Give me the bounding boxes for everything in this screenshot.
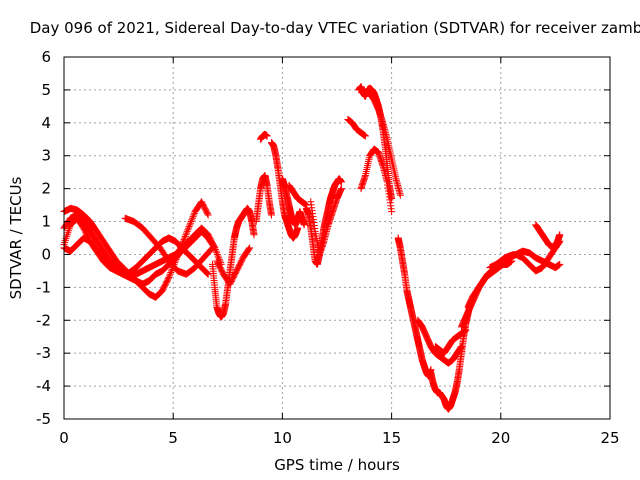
data-point <box>245 245 253 253</box>
data-point <box>182 231 190 239</box>
series-track-s <box>394 234 435 380</box>
data-point <box>190 211 198 219</box>
series-track-d <box>60 234 212 278</box>
y-axis-label: SDTVAR / TECUs <box>7 176 25 299</box>
y-tick-label: -3 <box>36 344 51 362</box>
data-point <box>267 211 275 219</box>
x-axis-label: GPS time / hours <box>274 456 400 474</box>
series-track-g <box>213 244 254 288</box>
data-point <box>213 249 221 257</box>
data-point <box>300 221 308 229</box>
data-points <box>60 83 564 413</box>
data-point <box>165 272 173 280</box>
data-point <box>203 269 211 277</box>
data-point <box>388 208 396 216</box>
x-tick-label: 25 <box>600 429 619 447</box>
y-tick-label: 0 <box>41 245 51 263</box>
series-track-l <box>285 181 310 209</box>
data-point <box>184 224 192 232</box>
series-track-j <box>267 139 302 242</box>
data-point <box>204 270 212 278</box>
x-tick-label: 15 <box>382 429 401 447</box>
data-point <box>209 244 217 252</box>
data-point <box>187 218 195 226</box>
series-track-h <box>252 171 275 226</box>
y-tick-label: 2 <box>41 180 51 198</box>
y-tick-label: 3 <box>41 147 51 165</box>
data-point <box>167 267 175 275</box>
data-point <box>165 273 173 281</box>
data-point <box>166 270 174 278</box>
data-point <box>184 226 192 234</box>
y-tick-label: -4 <box>36 377 51 395</box>
data-point <box>167 269 175 277</box>
axis-ticks: 0 5 10 15 20 25 -5 -4 -3 -2 -1 0 1 2 3 4 5 6 <box>36 48 620 447</box>
data-point <box>189 213 197 221</box>
series-track-e <box>121 214 217 278</box>
data-point <box>185 222 193 230</box>
chart-title: Day 096 of 2021, Sidereal Day-to-day VTE… <box>30 19 640 37</box>
data-point <box>208 245 216 253</box>
y-tick-label: -5 <box>36 410 51 428</box>
data-point <box>212 247 220 255</box>
data-point <box>164 275 172 283</box>
data-point <box>180 236 188 244</box>
series-track-a <box>60 198 212 301</box>
data-point <box>215 254 223 262</box>
grid-lines <box>64 57 610 419</box>
data-point <box>246 244 254 252</box>
data-point <box>183 227 191 235</box>
data-point <box>396 191 404 199</box>
data-point <box>186 219 194 227</box>
data-point <box>203 270 211 278</box>
y-tick-label: 6 <box>41 48 51 66</box>
x-tick-label: 5 <box>168 429 178 447</box>
series-track-k <box>278 175 308 229</box>
data-point <box>181 232 189 240</box>
y-tick-label: -2 <box>36 311 51 329</box>
y-tick-label: 5 <box>41 81 51 99</box>
data-point <box>263 132 271 140</box>
series-track-o <box>344 116 369 140</box>
data-point <box>186 221 194 229</box>
series-track-f <box>209 204 258 321</box>
data-point <box>188 214 196 222</box>
data-point <box>183 229 191 237</box>
y-tick-label: 4 <box>41 114 51 132</box>
x-tick-label: 10 <box>273 429 292 447</box>
data-point <box>250 231 258 239</box>
data-point <box>214 252 222 260</box>
y-tick-label: -1 <box>36 278 51 296</box>
data-point <box>204 211 212 219</box>
data-point <box>181 234 189 242</box>
data-point <box>213 250 221 258</box>
x-tick-label: 0 <box>59 429 69 447</box>
data-point <box>203 210 211 218</box>
plot-frame <box>63 56 611 420</box>
y-tick-label: 1 <box>41 213 51 231</box>
x-tick-label: 20 <box>491 429 510 447</box>
data-point <box>188 216 196 224</box>
series-track-i <box>257 130 271 143</box>
